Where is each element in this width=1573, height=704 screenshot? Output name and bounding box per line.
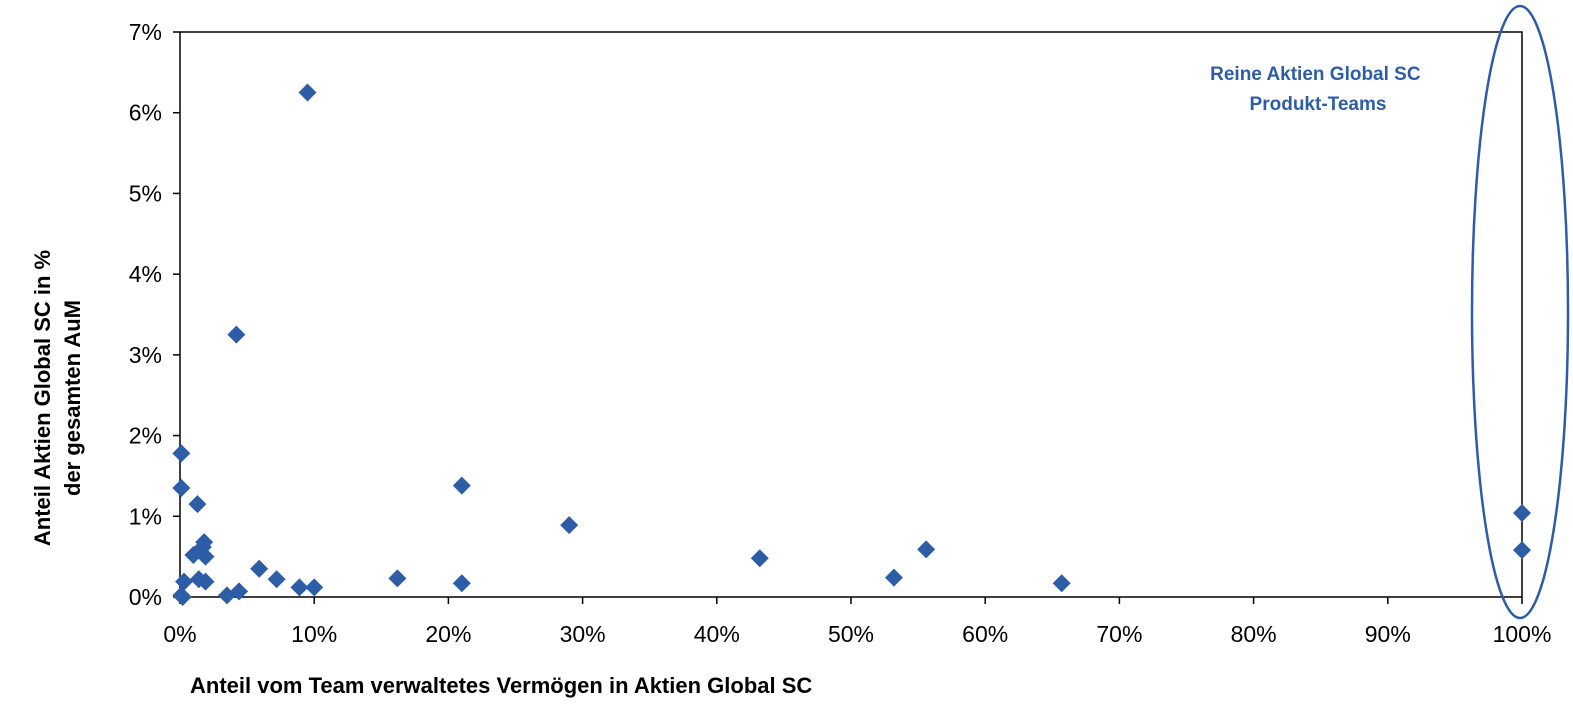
x-tick-label: 70% bbox=[1096, 621, 1142, 647]
data-point bbox=[1052, 574, 1071, 593]
data-point bbox=[172, 444, 191, 463]
plot-area bbox=[179, 31, 1523, 598]
y-tick-label: 7% bbox=[129, 19, 162, 45]
data-point bbox=[290, 578, 309, 597]
data-point bbox=[184, 546, 203, 565]
y-tick-label: 6% bbox=[129, 100, 162, 126]
x-tick-label: 90% bbox=[1365, 621, 1411, 647]
data-point bbox=[250, 559, 269, 578]
y-axis-title-line-2: der gesamten AuM bbox=[60, 300, 85, 496]
annotation-line-2: Produkt-Teams bbox=[1250, 94, 1387, 115]
data-point bbox=[172, 479, 191, 498]
y-tick-label: 0% bbox=[129, 584, 162, 610]
data-point bbox=[917, 540, 936, 559]
x-tick-label: 20% bbox=[425, 621, 471, 647]
data-point bbox=[388, 569, 407, 588]
x-tick-label: 10% bbox=[291, 621, 337, 647]
data-point bbox=[305, 578, 324, 597]
data-point bbox=[196, 547, 215, 566]
data-point bbox=[452, 574, 471, 593]
y-axis-title-line-1: Anteil Aktien Global SC in % bbox=[30, 250, 55, 546]
data-point bbox=[1513, 541, 1531, 560]
data-point bbox=[173, 588, 192, 606]
y-axis-ticks: 0% 1% 2% 3% 4% 5% 6% 7% bbox=[129, 19, 180, 610]
annotation-label: Reine Aktien Global SC Produkt-Teams bbox=[1210, 64, 1426, 115]
data-point bbox=[196, 572, 215, 591]
data-point bbox=[267, 570, 286, 589]
x-tick-label: 0% bbox=[163, 621, 196, 647]
x-tick-label: 80% bbox=[1231, 621, 1277, 647]
x-axis-ticks: 0% 10% 20% 30% 40% 50% 60% 70% 80% 90% 100% bbox=[163, 597, 1551, 647]
data-point bbox=[452, 476, 471, 495]
y-tick-label: 2% bbox=[129, 423, 162, 449]
x-tick-label: 30% bbox=[560, 621, 606, 647]
y-tick-label: 4% bbox=[129, 261, 162, 287]
y-tick-label: 5% bbox=[129, 180, 162, 206]
x-tick-label: 40% bbox=[694, 621, 740, 647]
data-point bbox=[750, 549, 769, 568]
x-axis-title: Anteil vom Team verwaltetes Vermögen in … bbox=[190, 673, 812, 698]
data-point bbox=[298, 83, 317, 102]
data-point bbox=[188, 495, 207, 514]
x-tick-label: 100% bbox=[1493, 621, 1552, 647]
data-point bbox=[560, 516, 579, 535]
data-point bbox=[175, 572, 194, 591]
data-point bbox=[227, 325, 246, 344]
x-tick-label: 50% bbox=[828, 621, 874, 647]
highlight-ellipse bbox=[1470, 4, 1570, 620]
data-point bbox=[1513, 504, 1531, 523]
data-point bbox=[217, 586, 236, 605]
y-tick-label: 3% bbox=[129, 342, 162, 368]
data-points bbox=[172, 83, 1531, 606]
annotation-line-1: Reine Aktien Global SC bbox=[1210, 64, 1421, 85]
y-tick-label: 1% bbox=[129, 503, 162, 529]
x-tick-label: 60% bbox=[962, 621, 1008, 647]
data-point bbox=[884, 568, 903, 587]
